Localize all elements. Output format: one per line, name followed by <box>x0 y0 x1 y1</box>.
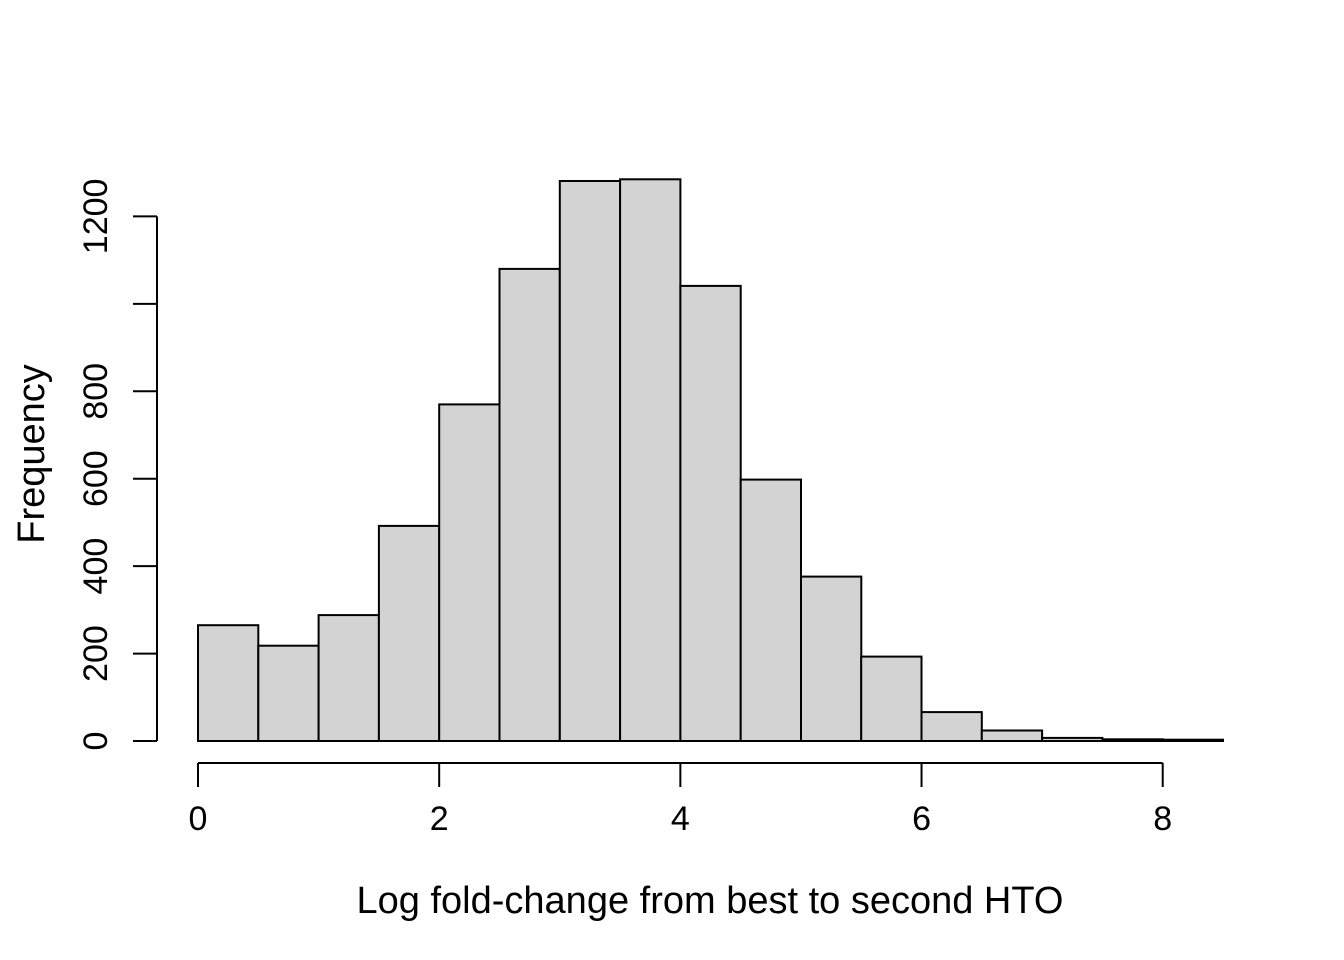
histogram-bar <box>317 614 380 742</box>
y-tick-label: 200 <box>77 625 115 682</box>
histogram-bar <box>1041 736 1104 743</box>
histogram-bar <box>1161 738 1224 743</box>
histogram-bar <box>377 524 441 743</box>
histogram-bars <box>197 178 1224 743</box>
histogram-bar <box>920 711 983 742</box>
histogram-bar <box>558 180 622 742</box>
y-tick-label: 800 <box>77 363 115 420</box>
histogram-bar <box>619 178 682 743</box>
histogram-bar <box>197 624 260 743</box>
x-tick-label: 0 <box>189 800 208 838</box>
x-axis: 0 2 4 6 8 <box>189 762 1172 838</box>
y-tick-label: 0 <box>77 732 115 751</box>
y-tick-label: 400 <box>77 538 115 595</box>
histogram-bar <box>860 655 923 742</box>
x-tick-label: 4 <box>671 800 690 838</box>
histogram-bar <box>438 403 501 742</box>
y-axis: 0 200 400 600 800 1200 <box>77 179 158 751</box>
x-tick-label: 8 <box>1153 800 1172 838</box>
histogram-bar <box>498 267 561 742</box>
histogram-bar <box>739 478 803 742</box>
histogram-bar <box>1101 738 1164 742</box>
histogram-bar <box>980 729 1044 742</box>
y-axis-title: Frequency <box>11 364 53 544</box>
histogram-bar <box>679 284 742 742</box>
x-axis-title: Log fold-change from best to second HTO <box>357 880 1064 922</box>
x-tick-label: 2 <box>430 800 449 838</box>
y-tick-label: 600 <box>77 450 115 507</box>
histogram-bar <box>257 644 320 743</box>
x-tick-label: 6 <box>912 800 931 838</box>
histogram-bar <box>800 575 863 742</box>
y-tick-label: 1200 <box>77 179 115 255</box>
